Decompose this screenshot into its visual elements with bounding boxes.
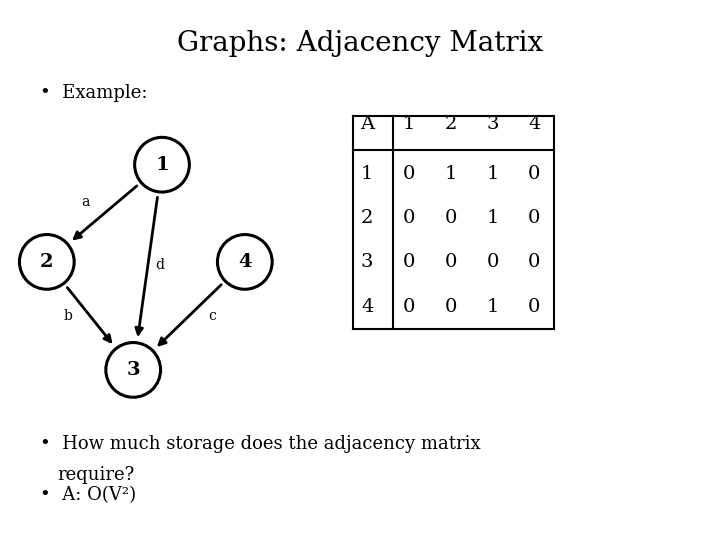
Text: 4: 4 xyxy=(238,253,251,271)
Text: 0: 0 xyxy=(402,253,415,272)
Text: 0: 0 xyxy=(528,253,541,272)
Text: 0: 0 xyxy=(528,209,541,227)
Text: 0: 0 xyxy=(444,253,457,272)
Text: 0: 0 xyxy=(444,298,457,316)
Text: 1: 1 xyxy=(486,165,499,183)
Text: Graphs: Adjacency Matrix: Graphs: Adjacency Matrix xyxy=(177,30,543,57)
Text: 1: 1 xyxy=(486,298,499,316)
Ellipse shape xyxy=(19,234,74,289)
Text: 3: 3 xyxy=(127,361,140,379)
Text: 0: 0 xyxy=(402,298,415,316)
Text: 2: 2 xyxy=(40,253,53,271)
Text: 2: 2 xyxy=(444,115,457,133)
Text: 3: 3 xyxy=(486,115,499,133)
Text: require?: require? xyxy=(58,466,135,484)
Ellipse shape xyxy=(135,137,189,192)
Text: 0: 0 xyxy=(528,298,541,316)
Text: 0: 0 xyxy=(402,165,415,183)
Text: 0: 0 xyxy=(402,209,415,227)
Text: 1: 1 xyxy=(361,165,374,183)
Text: 0: 0 xyxy=(528,165,541,183)
Text: 1: 1 xyxy=(155,156,169,174)
Text: c: c xyxy=(209,309,216,323)
Text: 4: 4 xyxy=(361,298,374,316)
Text: 2: 2 xyxy=(361,209,374,227)
Text: 1: 1 xyxy=(486,209,499,227)
Text: •  How much storage does the adjacency matrix: • How much storage does the adjacency ma… xyxy=(40,435,480,453)
Text: a: a xyxy=(81,195,89,210)
Text: •  A: O(V²): • A: O(V²) xyxy=(40,486,136,504)
Ellipse shape xyxy=(217,234,272,289)
Text: 1: 1 xyxy=(444,165,457,183)
Text: •  Example:: • Example: xyxy=(40,84,147,102)
Text: 0: 0 xyxy=(444,209,457,227)
Text: A: A xyxy=(360,115,374,133)
Text: 1: 1 xyxy=(402,115,415,133)
Text: 0: 0 xyxy=(486,253,499,272)
Text: d: d xyxy=(156,258,164,272)
Text: 3: 3 xyxy=(361,253,374,272)
Ellipse shape xyxy=(106,342,161,397)
Text: b: b xyxy=(64,309,73,323)
Text: 4: 4 xyxy=(528,115,541,133)
